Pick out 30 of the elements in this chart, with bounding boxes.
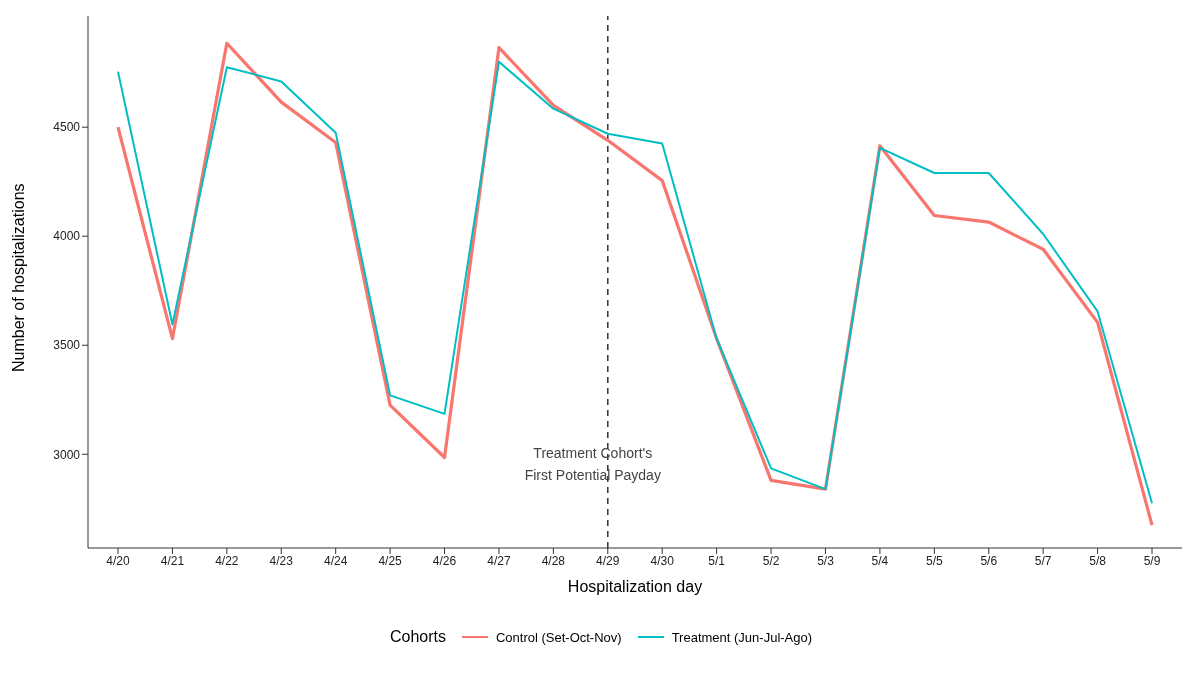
x-tick-label: 5/6 <box>980 553 998 568</box>
x-axis-title: Hospitalization day <box>567 578 703 595</box>
x-tick-label: 4/20 <box>106 553 130 568</box>
y-tick-label: 3500 <box>53 338 81 353</box>
x-tick-label: 4/27 <box>487 553 511 568</box>
x-tick-label: 5/8 <box>1089 553 1107 568</box>
legend-title: Cohorts <box>389 628 446 646</box>
x-tick-label: 4/30 <box>650 553 675 568</box>
x-tick-label: 5/7 <box>1034 553 1052 568</box>
x-tick-label: 5/4 <box>871 553 889 568</box>
legend-label: Treatment (Jun-Jul-Ago) <box>671 629 813 645</box>
x-tick-label: 5/3 <box>817 553 835 568</box>
x-tick-label: 4/25 <box>378 553 403 568</box>
x-tick-label: 4/29 <box>596 553 620 568</box>
x-tick-label: 4/23 <box>269 553 294 568</box>
x-tick-label: 5/5 <box>925 553 943 568</box>
y-tick-label: 4500 <box>53 120 81 135</box>
x-tick-label: 4/22 <box>215 553 239 568</box>
x-tick-label: 4/21 <box>160 553 185 568</box>
x-tick-label: 5/2 <box>762 553 780 568</box>
x-tick-label: 5/9 <box>1143 553 1161 568</box>
legend-label: Control (Set-Oct-Nov) <box>495 629 622 645</box>
x-tick-label: 4/26 <box>432 553 457 568</box>
y-tick-label: 4000 <box>53 229 81 244</box>
x-tick-label: 4/28 <box>541 553 566 568</box>
y-axis-title: Number of hospitalizations <box>9 183 27 372</box>
x-tick-label: 5/1 <box>708 553 726 568</box>
x-tick-label: 4/24 <box>324 553 348 568</box>
y-tick-label: 3000 <box>53 447 81 462</box>
ref-line-label: Treatment Cohort's First Potential Payday <box>524 444 661 483</box>
